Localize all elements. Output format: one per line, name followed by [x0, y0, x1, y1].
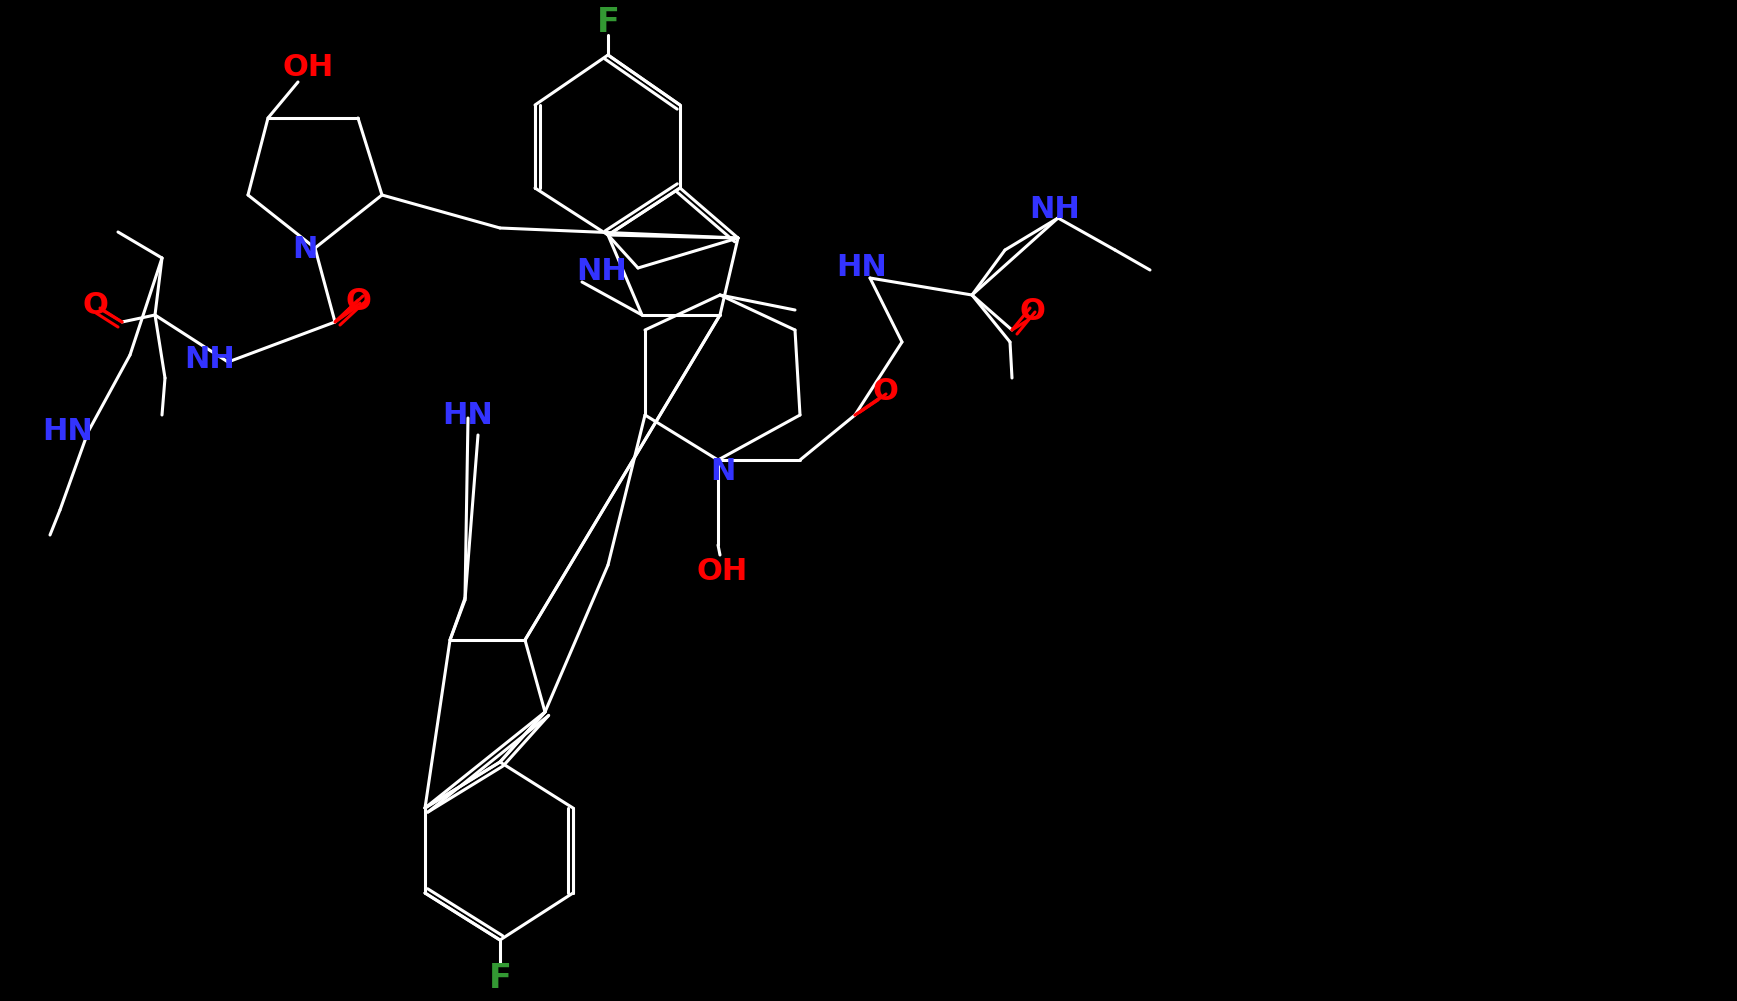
Text: O: O: [82, 290, 108, 319]
Text: OH: OH: [697, 558, 747, 587]
Text: NH: NH: [577, 257, 627, 286]
Text: HN: HN: [443, 400, 493, 429]
Text: HN: HN: [43, 417, 94, 446]
Text: N: N: [292, 235, 318, 264]
Text: N: N: [710, 457, 736, 486]
Text: O: O: [1020, 297, 1046, 326]
Text: HN: HN: [837, 253, 888, 282]
Text: O: O: [872, 377, 898, 406]
Text: F: F: [596, 5, 620, 38]
Text: NH: NH: [1030, 195, 1080, 224]
Text: OH: OH: [283, 53, 334, 82]
Text: NH: NH: [184, 345, 236, 374]
Text: O: O: [346, 287, 372, 316]
Text: F: F: [488, 962, 511, 995]
